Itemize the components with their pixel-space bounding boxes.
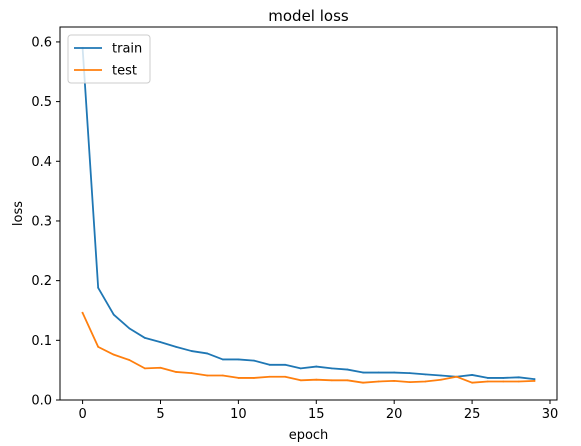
data-point-test [502,380,505,383]
legend-box [67,34,151,84]
data-point-train [253,359,255,362]
data-point-test [362,381,364,384]
series-line-test [81,311,536,384]
y-tick-label: 0.1 [31,334,52,349]
y-tick-label: 0.3 [31,214,52,229]
y-tick-label: 0.5 [31,95,52,110]
series-layer [81,46,536,384]
y-axis: 0.0 0.1 0.2 0.3 0.4 0.5 0.6 [31,35,60,409]
data-point-train [112,313,115,316]
y-tick-label: 0.0 [31,394,52,409]
y-tick-label: 0.2 [31,274,52,289]
data-point-test [221,374,224,377]
data-point-test [330,379,333,382]
data-point-test [377,380,380,383]
data-point-test [424,380,427,383]
data-point-train [315,365,318,368]
data-point-train [408,372,411,375]
data-point-test [144,367,146,370]
chart-title: model loss [268,7,349,25]
data-point-test [253,377,255,379]
plot-area [60,27,557,400]
data-point-test [315,378,318,381]
x-tick-label: 15 [308,407,325,422]
data-point-train [206,352,209,355]
data-point-test [471,381,473,384]
data-point-train [471,374,473,376]
x-tick-label: 5 [156,407,164,422]
data-point-test [455,375,458,378]
legend-label-train: train [112,42,142,57]
data-point-test [237,377,240,379]
plot-frame [59,26,558,401]
data-point-train [221,358,224,361]
data-point-test [486,380,489,383]
data-point-train [424,373,427,376]
x-tick-label: 10 [230,407,247,422]
data-point-test [128,359,131,361]
data-point-test [393,380,396,382]
data-point-train [190,350,193,352]
data-point-train [440,374,442,377]
x-tick-label: 25 [464,407,481,422]
data-point-train [159,341,162,344]
data-point-train [346,368,349,371]
data-point-test [299,379,302,382]
y-tick-label: 0.4 [31,155,52,170]
data-point-test [206,374,209,377]
data-point-test [346,379,349,382]
x-axis: 0 5 10 15 20 25 30 [78,400,558,422]
data-point-train [393,371,396,374]
data-point-train [330,367,333,370]
data-point-train [362,371,364,374]
x-tick-label: 0 [78,407,86,422]
data-point-test [81,311,84,314]
legend-label-test: test [112,64,137,79]
x-axis-label: epoch [289,428,329,443]
data-point-test [533,380,536,382]
data-point-train [377,371,380,374]
data-point-test [440,378,442,381]
series-line-train [81,46,536,381]
y-tick-label: 0.6 [31,35,52,50]
data-point-train [175,345,177,348]
data-point-test [517,380,520,383]
data-point-test [159,366,162,369]
data-point-train [517,376,520,379]
data-point-train [128,327,131,330]
data-point-test [97,345,100,348]
data-point-train [284,363,287,366]
data-point-test [175,371,177,373]
data-point-test [268,375,271,378]
data-point-train [237,358,240,361]
legend: train test [67,34,151,84]
data-point-train [502,377,505,379]
data-point-test [408,381,411,383]
data-point-train [144,337,146,339]
data-point-train [299,367,302,370]
data-point-train [486,377,489,379]
x-tick-label: 30 [542,407,559,422]
data-point-test [112,353,115,356]
x-tick-label: 20 [386,407,403,422]
y-axis-label: loss [11,201,26,226]
data-point-test [190,372,193,375]
data-point-train [268,363,271,366]
data-point-train [97,286,100,289]
data-point-test [284,375,287,378]
data-point-train [533,378,536,381]
